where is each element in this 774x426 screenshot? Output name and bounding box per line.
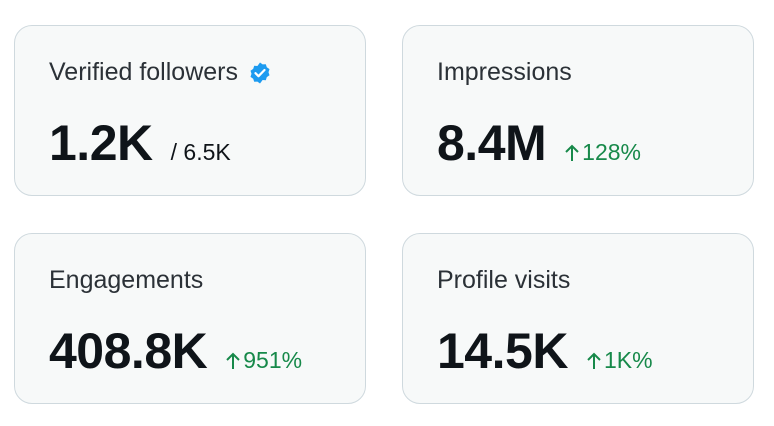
- change-text: 128%: [582, 139, 641, 165]
- card-value: 1.2K: [49, 115, 153, 171]
- stat-card: Verified followers 1.2K / 6.5K: [14, 25, 366, 196]
- card-label: Impressions: [437, 58, 572, 86]
- card-label: Engagements: [49, 266, 204, 294]
- card-label: Verified followers: [49, 58, 238, 86]
- card-value-row: 408.8K 951%: [49, 322, 302, 380]
- verified-badge: [250, 62, 270, 83]
- up-arrow-icon: [565, 144, 579, 161]
- stat-card: Engagements 408.8K 951%: [14, 233, 366, 404]
- card-change: 1K%: [586, 347, 653, 374]
- card-label-row: Verified followers: [49, 58, 272, 87]
- up-arrow-icon: [226, 352, 240, 369]
- card-value-row: 1.2K / 6.5K: [49, 114, 231, 172]
- card-value-row: 14.5K 1K%: [437, 322, 653, 380]
- card-value: 408.8K: [49, 323, 208, 379]
- card-change: 128%: [564, 139, 641, 166]
- card-value-row: 8.4M 128%: [437, 114, 641, 172]
- stat-card: Impressions 8.4M 128%: [402, 25, 754, 196]
- card-change: 951%: [225, 347, 302, 374]
- card-total: / 6.5K: [170, 139, 231, 165]
- card-value: 8.4M: [437, 115, 547, 171]
- change-text: 1K%: [603, 347, 653, 373]
- change-text: 951%: [243, 347, 303, 373]
- card-value: 14.5K: [437, 323, 568, 379]
- stat-card: Profile visits 14.5K 1K%: [402, 233, 754, 404]
- card-label: Profile visits: [437, 266, 571, 294]
- up-arrow-icon: [587, 352, 601, 369]
